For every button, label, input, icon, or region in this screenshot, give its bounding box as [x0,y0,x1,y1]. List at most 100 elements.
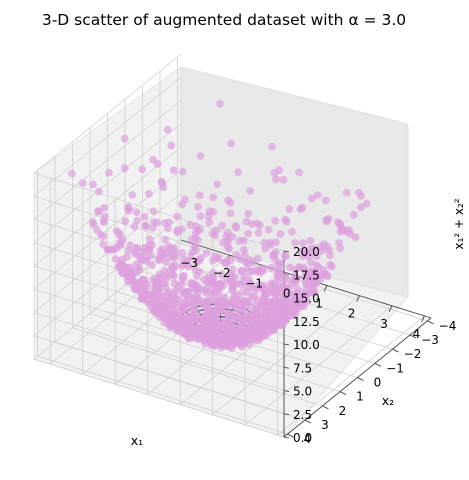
scatter-point [255,266,263,274]
scatter-point [149,156,157,164]
y-tick-label: 1 [356,390,364,404]
scatter-point [268,143,276,151]
scatter-point [163,311,171,319]
scatter-point [253,219,261,227]
scatter-point [148,252,156,260]
scatter-point [272,249,280,257]
y-tick-label: 3 [321,418,329,432]
y-tick-mark [323,406,329,409]
x-tick-label: 2 [348,307,356,321]
scatter-point [211,253,219,261]
scatter-point [133,208,141,216]
scatter-point [140,213,148,221]
scatter-point [228,299,236,307]
scatter-point [244,230,252,238]
scatter-point [196,226,204,234]
scatter-point [205,305,213,313]
scatter-point [227,209,235,217]
z-tick-label: 7.5 [293,361,312,375]
y-tick-mark [428,321,434,324]
scatter-point [272,239,280,247]
scatter-point [178,226,186,234]
scatter-point [240,246,248,254]
scatter-point [255,229,263,237]
scatter-point [179,168,187,176]
scatter-point [268,264,276,272]
y-tick-mark [340,392,346,395]
scatter-point [171,244,179,252]
scatter-point [222,258,230,266]
x-tick-label: 4 [413,327,421,341]
z-tick-label: 17.5 [293,268,320,282]
scatter-point [116,232,124,240]
scatter-point [276,259,284,267]
z-tick-label: 15.0 [293,292,320,306]
y-tick-label: −1 [386,361,404,375]
scatter-point [171,287,179,295]
scatter-point [216,100,224,108]
scatter-point [170,264,178,272]
scatter-point [171,280,179,288]
scatter-point [194,325,202,333]
x-tick-label: −3 [180,256,198,270]
scatter-point [224,311,232,319]
scatter-point [161,236,169,244]
scatter-point [95,188,103,196]
scatter-point [197,152,205,160]
x-axis-label: x₁ [131,433,143,448]
scatter-point [307,237,315,245]
scatter-point [99,232,107,240]
scatter-point [145,190,153,198]
scatter-point [181,196,189,204]
scatter-point [146,235,154,243]
z-axis-label: x₁² + x₂² [452,198,466,249]
scatter-point [357,204,365,212]
scatter-point [334,218,342,226]
scatter-point [228,233,236,241]
scatter-point [298,204,306,212]
scatter-point [244,210,252,218]
scatter-point [197,212,205,220]
scatter-point [232,222,240,230]
scatter-point [343,189,351,197]
scatter-point [238,268,246,276]
y-tick-mark [358,378,364,381]
scatter-point [121,135,129,143]
scatter-point [203,298,211,306]
y-tick-label: −4 [439,319,457,333]
z-tick-mark [284,437,289,438]
scatter-point [134,217,142,225]
scatter-point [170,166,178,174]
scatter-point [355,189,363,197]
scatter-point [180,272,188,280]
scatter-point [322,216,330,224]
scatter-point [236,237,244,245]
scatter-point [90,221,98,229]
scatter-point [158,178,166,186]
scatter-point [235,324,243,332]
scatter-point [213,180,221,188]
scatter-point [167,142,175,150]
scatter-point [68,170,76,178]
scatter-point [105,169,113,177]
scatter-point [146,245,154,253]
scatter-point [280,176,288,184]
scatter-point [243,218,251,226]
scatter-point [124,203,132,211]
scatter-point [200,287,208,295]
y-tick-mark [375,363,381,366]
y-axis-label: x₂ [382,393,394,408]
z-tick-label: 10.0 [293,338,320,352]
scatter-point [234,168,242,176]
z-tick-label: 20.0 [293,245,320,259]
chart-title: 3-D scatter of augmented dataset with α … [42,11,406,29]
scatter-point [194,203,202,211]
scatter-point [285,205,293,213]
scatter-point [350,211,358,219]
scatter-point [170,254,178,262]
y-tick-label: 0 [374,376,382,390]
scatter-point [218,222,226,230]
scatter-point [191,243,199,251]
scatter-point [209,194,217,202]
